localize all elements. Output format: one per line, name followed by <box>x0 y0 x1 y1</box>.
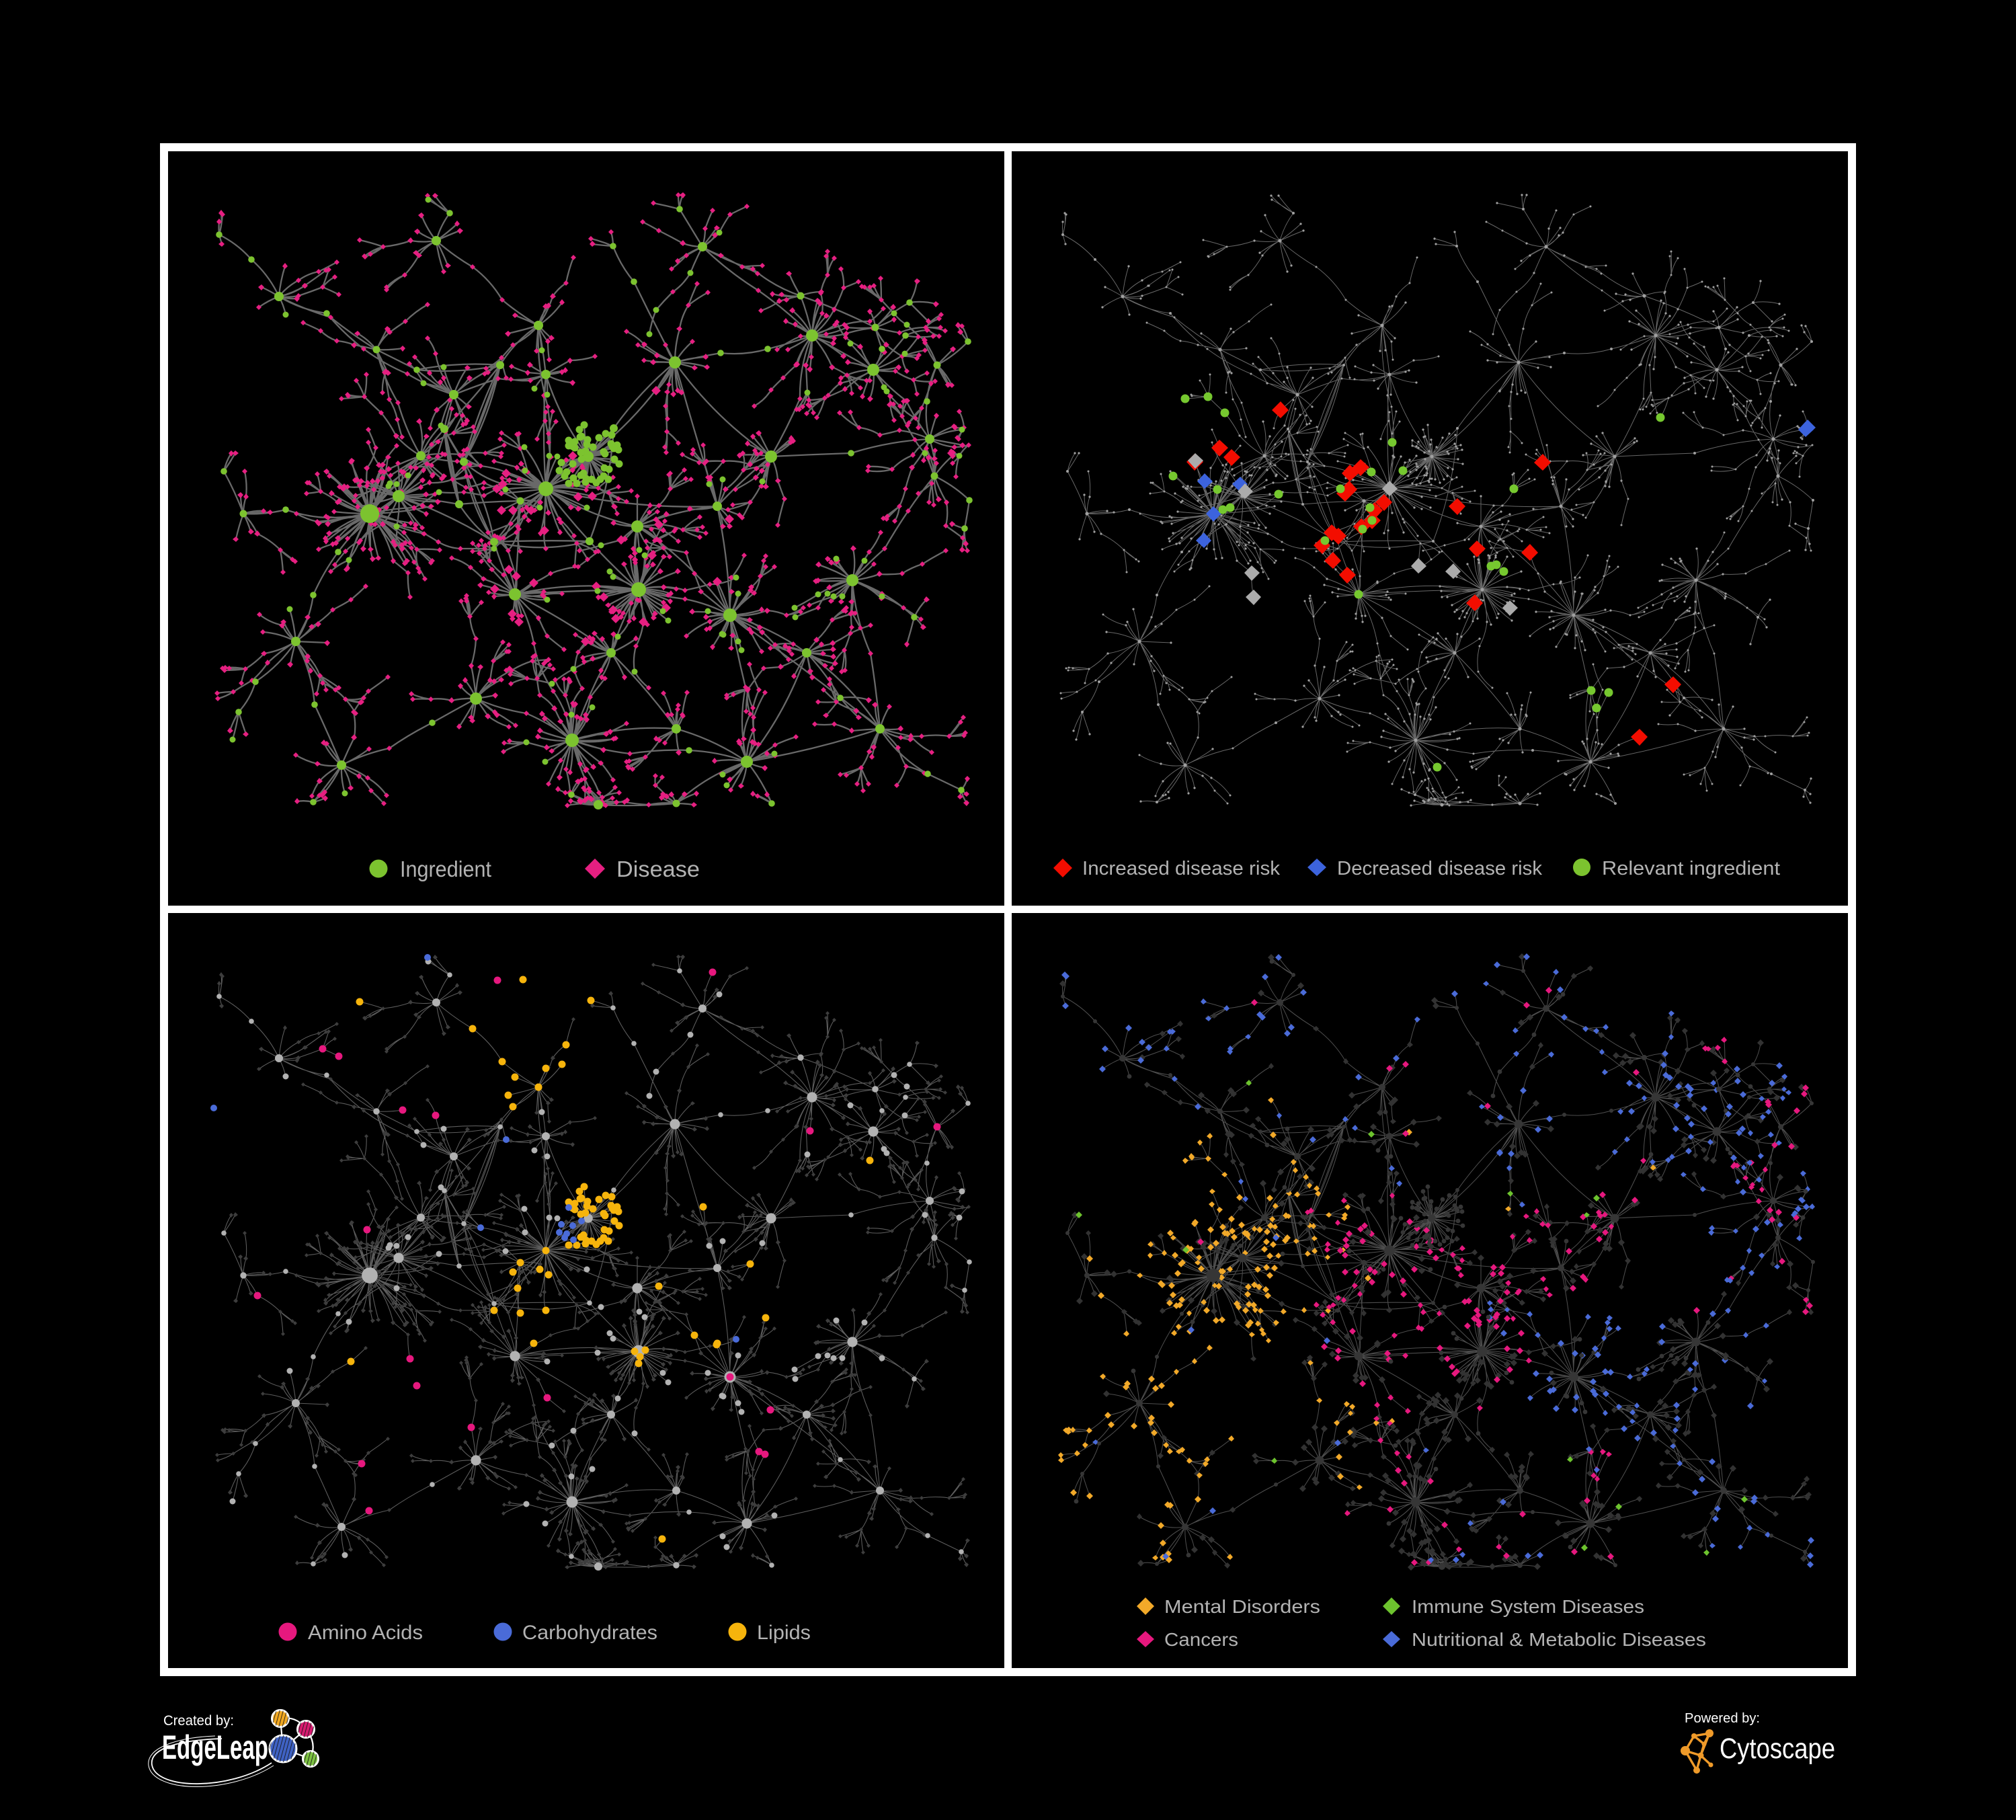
svg-text:EdgeLeap: EdgeLeap <box>162 1729 268 1766</box>
svg-text:Relevant ingredient: Relevant ingredient <box>1602 858 1780 879</box>
svg-text:Lipids: Lipids <box>757 1622 811 1644</box>
svg-text:Cancers: Cancers <box>1164 1629 1238 1650</box>
svg-text:Amino Acids: Amino Acids <box>308 1622 423 1644</box>
svg-text:Increased disease risk: Increased disease risk <box>1082 858 1281 879</box>
svg-text:Carbohydrates: Carbohydrates <box>522 1622 657 1644</box>
svg-text:Mental Disorders: Mental Disorders <box>1164 1596 1320 1617</box>
svg-text:Immune System Diseases: Immune System Diseases <box>1412 1596 1644 1617</box>
svg-text:Nutritional & Metabolic Diseas: Nutritional & Metabolic Diseases <box>1412 1629 1706 1650</box>
svg-text:Created by:: Created by: <box>163 1713 234 1729</box>
svg-text:Disease: Disease <box>616 857 700 881</box>
svg-text:Cytoscape: Cytoscape <box>1720 1733 1835 1765</box>
svg-text:Powered by:: Powered by: <box>1685 1711 1760 1726</box>
svg-text:Ingredient: Ingredient <box>400 857 491 881</box>
svg-text:Decreased disease risk: Decreased disease risk <box>1337 858 1542 879</box>
